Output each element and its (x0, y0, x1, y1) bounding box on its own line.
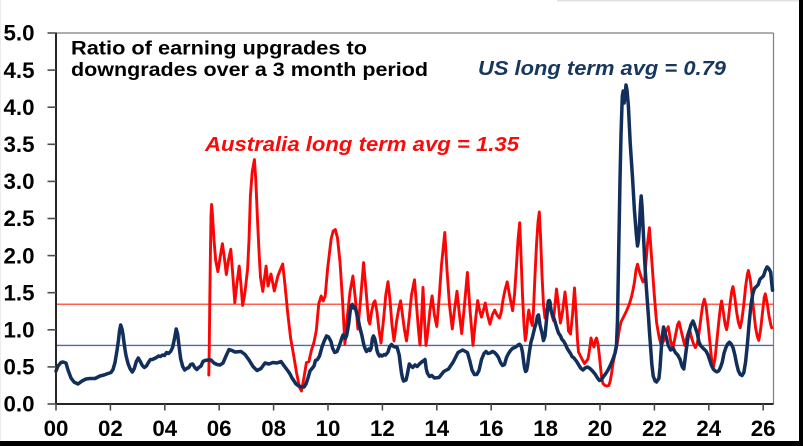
svg-text:02: 02 (98, 416, 123, 441)
svg-text:3.0: 3.0 (4, 169, 35, 194)
svg-text:06: 06 (207, 416, 232, 441)
svg-text:00: 00 (44, 416, 69, 441)
svg-text:24: 24 (696, 416, 721, 441)
svg-text:18: 18 (533, 416, 558, 441)
svg-text:3.5: 3.5 (4, 132, 35, 157)
svg-text:08: 08 (261, 416, 286, 441)
svg-text:1.5: 1.5 (4, 280, 35, 305)
svg-text:20: 20 (588, 416, 613, 441)
svg-text:5.0: 5.0 (4, 21, 35, 46)
svg-text:16: 16 (479, 416, 504, 441)
svg-text:2.0: 2.0 (4, 243, 35, 268)
svg-text:26: 26 (751, 416, 776, 441)
svg-text:downgrades over a 3 month peri: downgrades over a 3 month period (71, 59, 428, 81)
svg-text:4.5: 4.5 (4, 58, 35, 83)
svg-text:1.0: 1.0 (4, 318, 35, 343)
svg-text:04: 04 (152, 416, 177, 441)
svg-text:14: 14 (424, 416, 449, 441)
svg-text:US long term avg = 0.79: US long term avg = 0.79 (478, 58, 727, 80)
svg-text:12: 12 (370, 416, 395, 441)
svg-text:22: 22 (642, 416, 667, 441)
svg-text:0.0: 0.0 (4, 392, 35, 417)
svg-text:0.5: 0.5 (4, 355, 35, 380)
svg-text:Australia long term avg = 1.35: Australia long term avg = 1.35 (204, 133, 520, 156)
svg-text:4.0: 4.0 (4, 95, 35, 120)
svg-text:2.5: 2.5 (4, 206, 35, 231)
svg-text:Ratio of earning upgrades to: Ratio of earning upgrades to (71, 38, 367, 60)
svg-text:10: 10 (316, 416, 341, 441)
